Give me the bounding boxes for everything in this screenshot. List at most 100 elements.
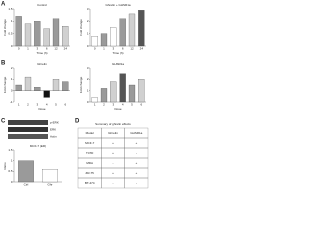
x-tick-label: 2 bbox=[103, 102, 105, 106]
bar bbox=[42, 169, 58, 183]
bar bbox=[24, 23, 32, 47]
x-tick-label: 2 bbox=[27, 102, 29, 106]
x-tick-label: 5 bbox=[55, 102, 57, 106]
table-cell-text: BT-474 bbox=[85, 181, 95, 185]
y-axis-label: Fold change bbox=[79, 19, 83, 36]
table-cell-text: T47D bbox=[86, 151, 94, 155]
table-cell-text: + bbox=[135, 161, 137, 165]
x-tick-label: 3 bbox=[36, 102, 38, 106]
bar bbox=[62, 81, 69, 91]
bar bbox=[24, 76, 32, 91]
y-tick-label: 3 bbox=[87, 66, 89, 70]
x-tick-label: 24 bbox=[64, 46, 68, 50]
bar bbox=[15, 84, 22, 91]
blot: p-ERK ERK Actin bbox=[8, 120, 59, 139]
y-tick-label: 2 bbox=[87, 77, 89, 81]
x-tick-label: 1 bbox=[94, 102, 96, 106]
bar bbox=[110, 81, 117, 103]
y-axis-label: Ratio bbox=[3, 162, 7, 169]
y-tick-label: 0 bbox=[87, 100, 89, 104]
x-tick-label: 4 bbox=[122, 102, 124, 106]
table-header: Ghrelin bbox=[108, 131, 118, 135]
panel-letter: A bbox=[1, 2, 6, 8]
y-tick-label: 1 bbox=[11, 77, 13, 81]
table-cell-text: + bbox=[112, 141, 114, 145]
x-tick-label: 24 bbox=[140, 46, 144, 50]
panel-letter: B bbox=[1, 61, 6, 67]
bar bbox=[128, 13, 136, 47]
bar bbox=[34, 21, 41, 47]
chart-title: Ghrelin bbox=[37, 62, 47, 66]
y-tick-label: 0 bbox=[11, 88, 13, 92]
table-cell-text: + bbox=[135, 171, 137, 175]
x-tick-label: 1 bbox=[27, 46, 29, 50]
bar bbox=[119, 18, 126, 47]
y-tick-label: 3 bbox=[87, 7, 89, 11]
y-tick-label: 1 bbox=[87, 88, 89, 92]
x-tick-label: 0 bbox=[94, 46, 96, 50]
bar bbox=[100, 88, 108, 103]
y-tick-label: 0 bbox=[11, 180, 13, 184]
x-tick-label: 6 bbox=[122, 46, 124, 50]
panel-letter: C bbox=[1, 119, 6, 125]
bar bbox=[52, 79, 60, 91]
y-tick-label: 0 bbox=[11, 44, 13, 48]
y-tick-label: -1 bbox=[10, 100, 13, 104]
table-cell-text: + bbox=[112, 171, 114, 175]
y-axis-label: Fold change bbox=[3, 19, 7, 36]
blot-label: p-ERK bbox=[50, 120, 59, 124]
x-tick-label: 3 bbox=[112, 102, 114, 106]
bar bbox=[34, 87, 41, 91]
x-tick-label: 6 bbox=[46, 46, 48, 50]
x-axis-label: Dose bbox=[114, 107, 121, 111]
x-tick-label: 5 bbox=[131, 102, 133, 106]
y-tick-label: 2 bbox=[11, 66, 13, 70]
table-header: Model bbox=[86, 131, 95, 135]
y-tick-label: 0 bbox=[87, 44, 89, 48]
y-tick-label: 1 bbox=[11, 158, 13, 162]
x-tick-label: 0 bbox=[18, 46, 20, 50]
bar bbox=[119, 73, 126, 103]
bar bbox=[91, 36, 98, 47]
chart-title: GHSR1a bbox=[112, 62, 124, 66]
table-cell-text: - bbox=[136, 151, 137, 155]
x-tick-label: 6 bbox=[140, 102, 142, 106]
table-header: GHSR1a bbox=[130, 131, 142, 135]
blot-band bbox=[8, 127, 48, 132]
bar bbox=[18, 160, 34, 183]
bar bbox=[15, 16, 22, 47]
y-tick-label: 1.5 bbox=[8, 148, 13, 152]
x-tick-label: 3 bbox=[112, 46, 114, 50]
chart-title: MCF-7 (ER) bbox=[30, 144, 46, 148]
table-title: Summary of ghrelin effects bbox=[95, 122, 131, 126]
x-tick-label: 1 bbox=[18, 102, 20, 106]
y-tick-label: 1.5 bbox=[8, 7, 13, 11]
y-tick-label: 2 bbox=[87, 19, 89, 23]
blot-label: Actin bbox=[50, 134, 57, 138]
bar bbox=[43, 90, 50, 98]
blot-label: ERK bbox=[50, 127, 56, 131]
x-tick-label: 12 bbox=[130, 46, 134, 50]
bar bbox=[138, 79, 145, 103]
x-tick-label: 6 bbox=[64, 102, 66, 106]
y-axis-label: Fold change bbox=[79, 76, 83, 93]
x-axis-label: Dose bbox=[38, 107, 45, 111]
table-cell-text: - bbox=[136, 181, 137, 185]
table-cell-text: - bbox=[113, 181, 114, 185]
y-tick-label: 1 bbox=[11, 19, 13, 23]
x-tick-label: 3 bbox=[36, 46, 38, 50]
bar bbox=[128, 84, 136, 103]
y-tick-label: 1 bbox=[87, 31, 89, 35]
table-cell-text: MCF-7 bbox=[85, 141, 94, 145]
table-cell-text: - bbox=[113, 161, 114, 165]
bar bbox=[91, 97, 98, 103]
table-cell-text: MDA bbox=[86, 161, 93, 165]
y-tick-label: 0.5 bbox=[8, 169, 13, 173]
x-tick-label: 4 bbox=[46, 102, 48, 106]
blot-band bbox=[8, 134, 48, 139]
chart-title: Ghrelin + GHSR1a bbox=[105, 3, 130, 7]
panel-letter: D bbox=[75, 119, 80, 125]
bar bbox=[62, 26, 69, 47]
bar bbox=[100, 33, 108, 47]
y-axis-label: Fold change bbox=[3, 76, 7, 93]
